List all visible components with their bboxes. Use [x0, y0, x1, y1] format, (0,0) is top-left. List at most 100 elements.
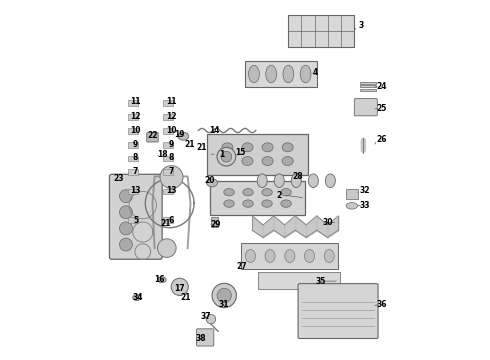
Text: 17: 17 — [174, 284, 185, 293]
Bar — [258, 272, 340, 289]
Ellipse shape — [243, 200, 253, 207]
Circle shape — [171, 278, 188, 296]
Circle shape — [206, 315, 216, 324]
Text: 7: 7 — [133, 167, 138, 176]
Text: 21: 21 — [196, 143, 206, 152]
Circle shape — [160, 166, 183, 189]
Ellipse shape — [257, 174, 267, 188]
Bar — [128, 142, 138, 148]
Text: 20: 20 — [205, 176, 215, 185]
Bar — [128, 189, 138, 194]
Text: 29: 29 — [210, 220, 221, 229]
Text: 10: 10 — [130, 126, 141, 135]
Bar — [211, 217, 218, 227]
Ellipse shape — [262, 157, 273, 166]
Text: 3: 3 — [359, 21, 364, 30]
Circle shape — [217, 147, 236, 166]
Ellipse shape — [324, 249, 334, 262]
Text: 12: 12 — [130, 112, 141, 121]
Text: 12: 12 — [166, 112, 177, 121]
FancyBboxPatch shape — [196, 329, 214, 346]
Bar — [128, 129, 138, 134]
Ellipse shape — [242, 157, 253, 166]
Ellipse shape — [243, 189, 253, 196]
Bar — [288, 15, 354, 47]
Text: 30: 30 — [323, 218, 334, 227]
Ellipse shape — [242, 143, 253, 152]
Circle shape — [120, 206, 132, 219]
Text: 2: 2 — [276, 190, 282, 199]
Ellipse shape — [282, 143, 293, 152]
Ellipse shape — [300, 65, 311, 83]
Text: 19: 19 — [174, 130, 185, 139]
Bar — [163, 189, 172, 194]
Ellipse shape — [222, 143, 233, 152]
Text: 18: 18 — [157, 150, 168, 159]
Bar — [163, 129, 172, 134]
Bar — [360, 82, 376, 84]
Text: 8: 8 — [133, 153, 138, 162]
Text: 26: 26 — [377, 135, 387, 144]
Bar — [207, 134, 308, 175]
FancyBboxPatch shape — [354, 99, 377, 116]
Ellipse shape — [282, 157, 293, 166]
FancyBboxPatch shape — [109, 174, 162, 259]
Bar — [128, 217, 138, 223]
Ellipse shape — [262, 200, 272, 207]
Bar — [163, 156, 172, 161]
Text: 4: 4 — [312, 68, 318, 77]
Bar — [245, 60, 317, 87]
Text: 31: 31 — [219, 300, 229, 309]
Text: 11: 11 — [130, 97, 141, 106]
Ellipse shape — [283, 65, 294, 83]
Circle shape — [120, 238, 132, 251]
Ellipse shape — [133, 295, 141, 301]
Text: 13: 13 — [166, 185, 177, 194]
Circle shape — [157, 239, 176, 257]
Text: 33: 33 — [360, 201, 370, 210]
Text: 13: 13 — [130, 185, 141, 194]
Text: 15: 15 — [236, 148, 246, 157]
Circle shape — [221, 151, 232, 162]
Text: 34: 34 — [133, 293, 144, 302]
Ellipse shape — [325, 174, 335, 188]
Bar — [163, 114, 172, 120]
Circle shape — [217, 288, 231, 303]
Text: 9: 9 — [169, 140, 174, 149]
Text: 21: 21 — [184, 140, 195, 149]
Text: 14: 14 — [209, 126, 220, 135]
Ellipse shape — [222, 157, 233, 166]
Circle shape — [120, 190, 132, 203]
Bar — [346, 189, 358, 199]
Ellipse shape — [266, 65, 276, 83]
Ellipse shape — [224, 200, 234, 207]
Ellipse shape — [178, 132, 189, 140]
FancyBboxPatch shape — [298, 284, 378, 338]
FancyBboxPatch shape — [147, 133, 158, 142]
Text: 32: 32 — [360, 186, 370, 195]
Bar — [163, 142, 172, 148]
Text: 9: 9 — [133, 140, 138, 149]
Ellipse shape — [207, 179, 218, 187]
Text: 21: 21 — [160, 219, 171, 228]
Text: 23: 23 — [114, 174, 124, 183]
Text: 1: 1 — [219, 150, 224, 159]
Ellipse shape — [262, 143, 273, 152]
Bar — [360, 85, 376, 87]
Text: 21: 21 — [181, 293, 191, 302]
Bar — [128, 114, 138, 120]
Ellipse shape — [346, 203, 358, 209]
Ellipse shape — [274, 174, 284, 188]
Circle shape — [120, 222, 132, 235]
Circle shape — [212, 283, 236, 308]
Ellipse shape — [224, 189, 234, 196]
Text: 24: 24 — [377, 82, 387, 91]
Text: 11: 11 — [166, 97, 177, 106]
Ellipse shape — [281, 189, 291, 196]
Text: 10: 10 — [166, 126, 177, 135]
Text: 6: 6 — [169, 216, 174, 225]
Ellipse shape — [281, 200, 291, 207]
Text: 25: 25 — [377, 104, 387, 113]
Ellipse shape — [157, 277, 166, 283]
Ellipse shape — [308, 174, 318, 188]
